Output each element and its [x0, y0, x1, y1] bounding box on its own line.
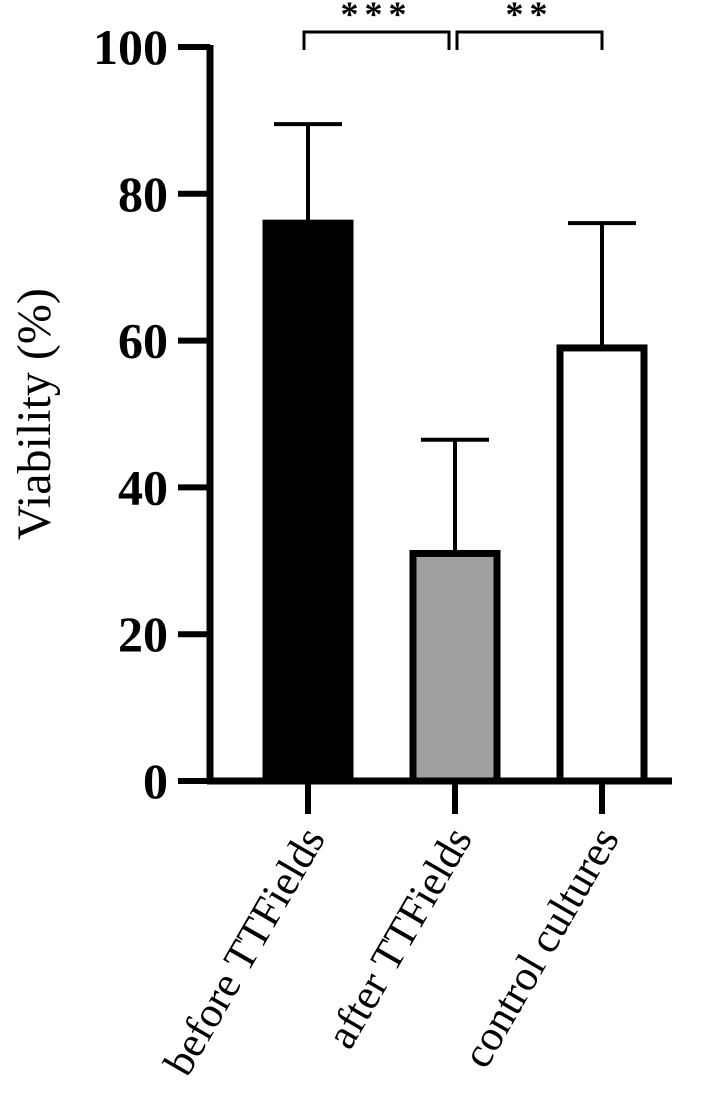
- bar-before-ttfields: [262, 219, 354, 785]
- y-tick-label: 100: [93, 19, 168, 75]
- significance-layer: *** **: [302, 0, 604, 50]
- y-tick-label: 80: [118, 166, 168, 222]
- y-tick-label: 0: [143, 753, 168, 809]
- significance-bracket: [302, 30, 451, 50]
- axis-layer: [206, 45, 672, 785]
- y-tick-label: 40: [118, 459, 168, 515]
- bar-control-cultures: [556, 344, 648, 785]
- significance-label: **: [506, 0, 554, 34]
- y-tick-label: 60: [118, 313, 168, 369]
- y-ticks-layer: 0 20 40 60 80 100: [93, 19, 210, 809]
- significance-bracket: [455, 30, 604, 50]
- x-tick-label: before TTFields: [155, 820, 334, 1084]
- x-tick-label: after TTFields: [318, 820, 482, 1057]
- y-tick-label: 20: [118, 606, 168, 662]
- x-tick-label: control cultures: [454, 820, 629, 1076]
- significance-label: ***: [341, 0, 413, 34]
- bar-after-ttfields: [409, 549, 501, 785]
- y-axis-label: Viability (%): [8, 288, 61, 540]
- error-bars-layer: [274, 122, 636, 554]
